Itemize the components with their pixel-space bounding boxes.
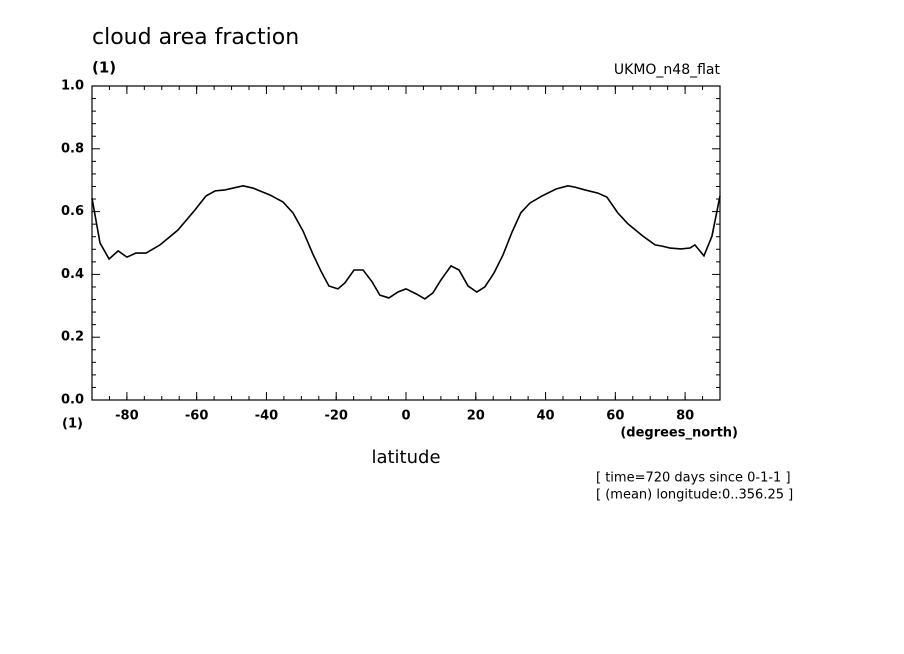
x-units: (degrees_north) xyxy=(620,426,738,441)
x-tick-label: 40 xyxy=(537,409,555,424)
y-tick-label: 0.6 xyxy=(61,204,84,219)
x-tick-label: 80 xyxy=(676,409,694,424)
dataset-label: UKMO_n48_flat xyxy=(614,62,721,78)
x-tick-label: 20 xyxy=(467,409,485,424)
chart-title: cloud area fraction xyxy=(92,25,299,50)
y-tick-label: 0.4 xyxy=(61,267,84,282)
y-tick-label: 1.0 xyxy=(61,79,84,94)
x-tick-label: 0 xyxy=(401,409,410,424)
x-tick-label: -40 xyxy=(255,409,279,424)
note: [ time=720 days since 0-1-1 ] xyxy=(596,471,791,486)
x-tick-label: -80 xyxy=(115,409,139,424)
y-units: (1) xyxy=(92,59,116,77)
x-units-left: (1) xyxy=(62,417,83,432)
y-tick-label: 0.8 xyxy=(61,141,84,156)
x-tick-label: -20 xyxy=(324,409,348,424)
data-line xyxy=(91,185,721,300)
note: [ (mean) longitude:0..356.25 ] xyxy=(596,488,793,503)
y-tick-label: 0.0 xyxy=(61,393,84,408)
y-tick-label: 0.2 xyxy=(61,330,84,345)
x-axis-label: latitude xyxy=(371,447,440,468)
x-tick-label: 60 xyxy=(606,409,624,424)
plot-frame xyxy=(91,85,721,401)
x-tick-label: -60 xyxy=(185,409,209,424)
